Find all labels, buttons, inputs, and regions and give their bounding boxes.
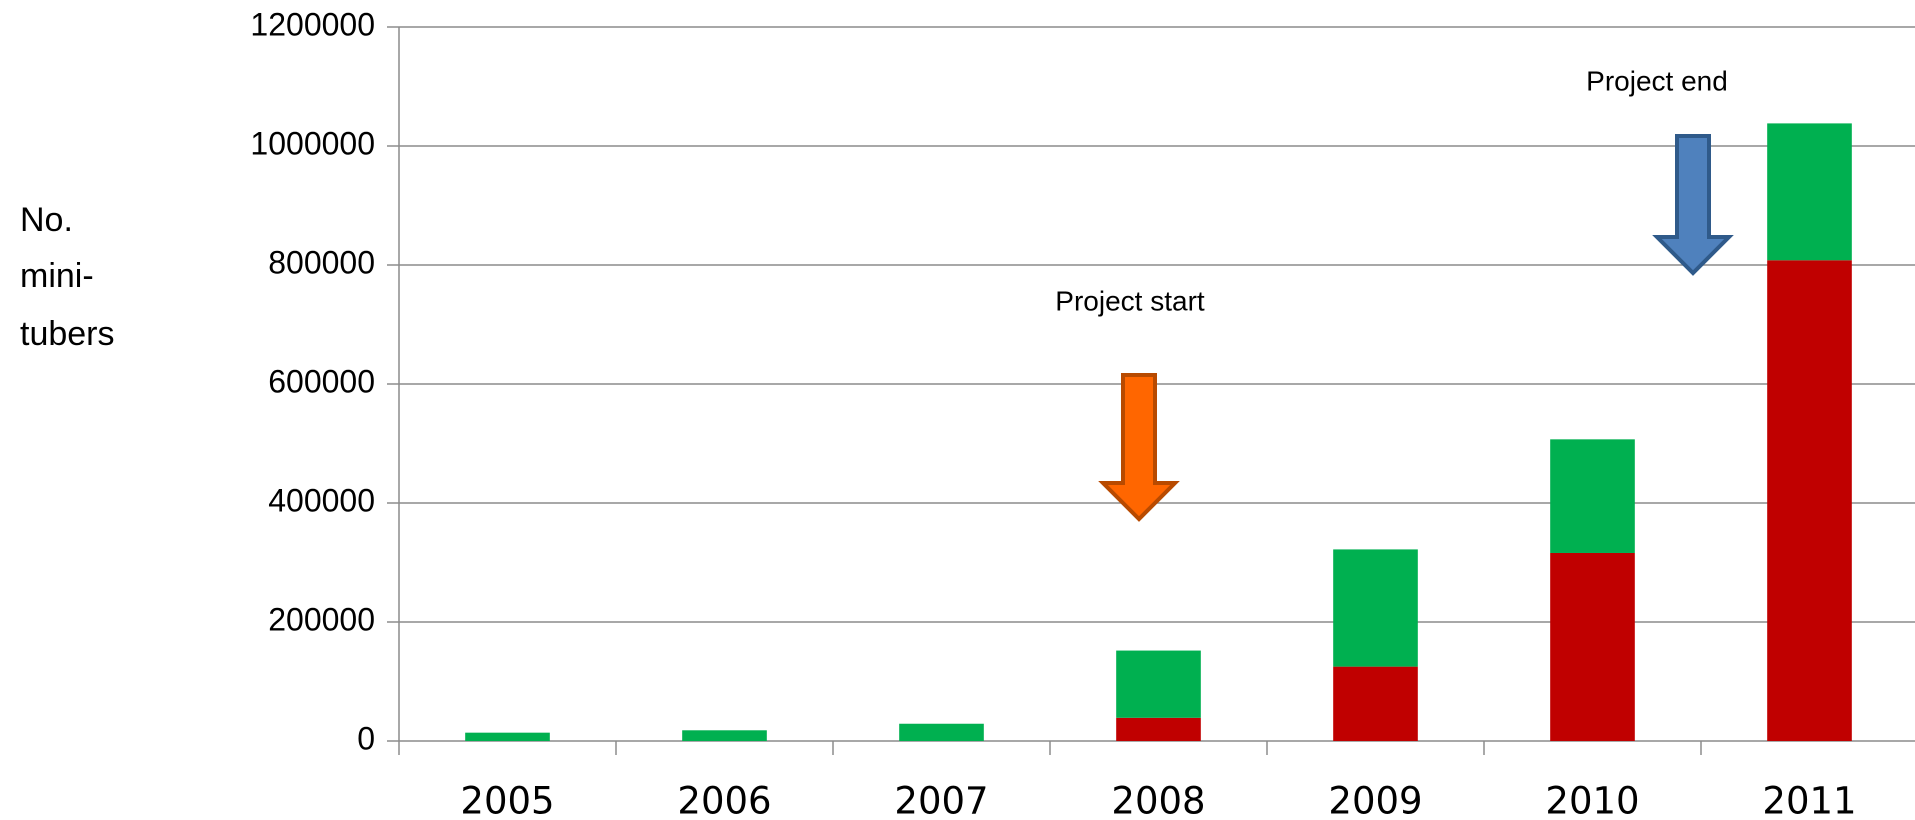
bar-segment <box>1116 717 1201 741</box>
bar-segment <box>1550 552 1635 741</box>
bar-segment <box>465 732 550 741</box>
y-axis-label: tubers <box>20 315 115 353</box>
annotation: Project start <box>1055 285 1205 316</box>
bar-segment <box>1116 650 1201 718</box>
bar-segment <box>1767 123 1852 261</box>
arrow <box>1098 373 1180 522</box>
annotation: Project end <box>1586 65 1728 96</box>
y-tick-label: 200000 <box>268 601 375 637</box>
bar-segment <box>899 723 984 741</box>
y-tick-label: 800000 <box>268 244 375 280</box>
bar-segment <box>1767 260 1852 741</box>
bar-segment <box>1333 666 1418 741</box>
x-tick-label: 2005 <box>460 780 554 820</box>
bar-segment <box>1333 549 1418 667</box>
y-tick-label: 1200000 <box>250 6 375 42</box>
x-tick-label: 2006 <box>677 780 771 820</box>
x-tick-label: 2008 <box>1111 780 1205 820</box>
arrow <box>1652 134 1734 276</box>
y-tick-label: 600000 <box>268 363 375 399</box>
x-tick-label: 2010 <box>1545 780 1639 820</box>
bar-segment <box>682 730 767 741</box>
x-tick-label: 2009 <box>1328 780 1422 820</box>
bar-segment <box>1550 439 1635 553</box>
y-tick-label: 400000 <box>268 482 375 518</box>
y-tick-label: 0 <box>357 720 375 756</box>
y-axis-label: mini- <box>20 257 94 295</box>
y-tick-label: 1000000 <box>250 125 375 161</box>
x-tick-label: 2011 <box>1762 780 1856 820</box>
x-tick-label: 2007 <box>894 780 988 820</box>
y-axis-label: No. <box>20 201 73 239</box>
